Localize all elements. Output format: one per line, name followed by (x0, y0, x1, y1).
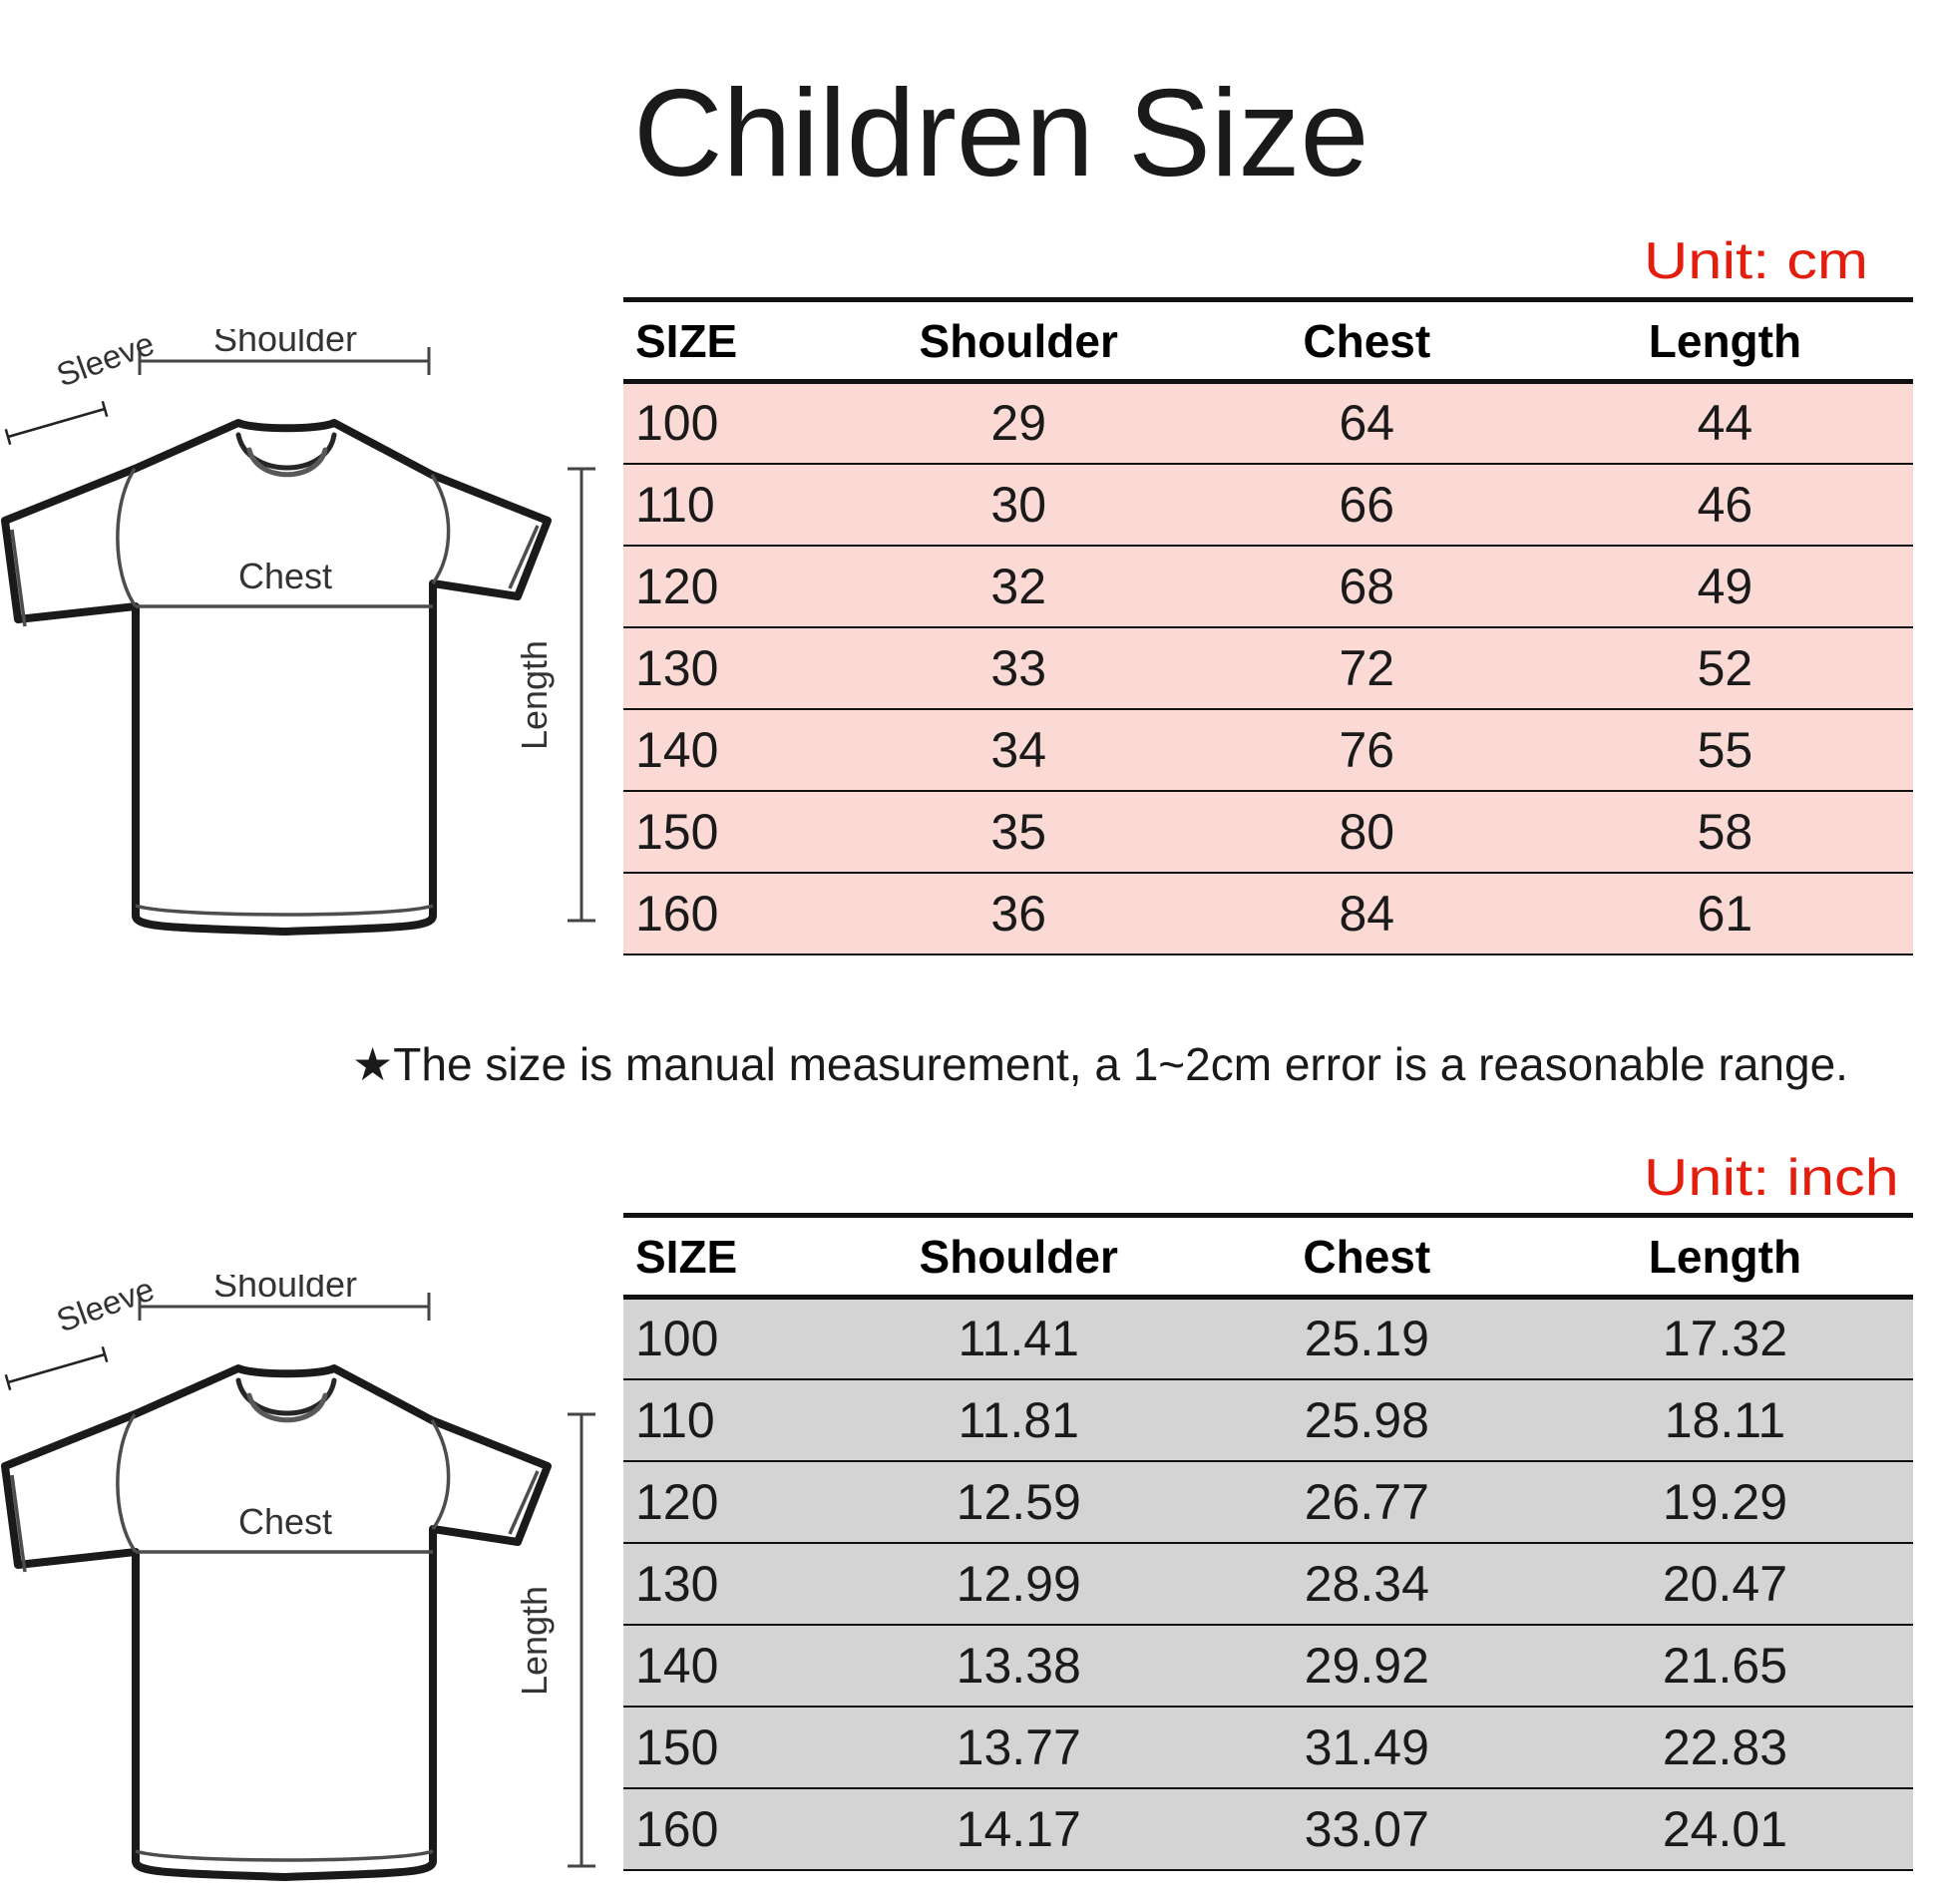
svg-text:Length: Length (514, 640, 555, 750)
svg-text:Chest: Chest (238, 1501, 332, 1542)
svg-text:Chest: Chest (238, 556, 332, 596)
svg-text:Shoulder: Shoulder (213, 1275, 357, 1305)
svg-text:Length: Length (514, 1586, 555, 1696)
svg-text:Sleeve: Sleeve (52, 1275, 159, 1339)
svg-text:Sleeve: Sleeve (52, 329, 159, 394)
svg-text:Shoulder: Shoulder (213, 329, 357, 359)
